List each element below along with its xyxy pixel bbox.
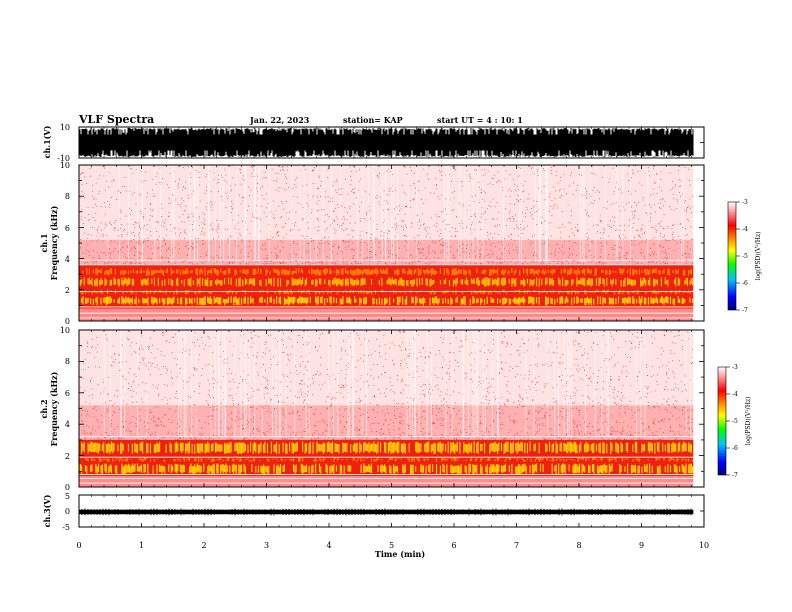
ch1-spectrogram-streaks (107, 165, 684, 262)
ch2-spectrogram-panel: 0 2 4 6 8 10 ch.2 Frequency (kHz) -3 -4 … (39, 326, 752, 492)
time-tick-label: 6 (451, 541, 456, 550)
ch2-channel-label: ch.2 (39, 399, 49, 418)
ch1-cbar-tick-m6: -6 (742, 280, 748, 287)
time-tick-label: 4 (326, 541, 331, 550)
ch1-spectrogram-image (78, 164, 704, 321)
ch1-ytick-top: 10 (60, 123, 70, 132)
ch2-spectrogram-streaks (103, 330, 691, 437)
ch3-waveform-ylabel: ch.3(V) (42, 494, 52, 527)
ch3-ytick-0: 0 (65, 507, 70, 516)
ch1-cbar-tick-m5: -5 (742, 253, 748, 260)
ch3-waveform-trace (78, 508, 694, 516)
ch2-cbar-tick-m4: -4 (732, 391, 738, 398)
ch1-ytick-bottom: -10 (57, 154, 70, 163)
ch3-waveform-band (79, 509, 694, 515)
ch1-ytick-4: 4 (65, 255, 70, 264)
ch1-frequency-ylabel: Frequency (kHz) (49, 205, 59, 280)
ch1-channel-label: ch.1 (39, 233, 49, 252)
ch1-colorbar-label: log(PSD)(V²/Hz) (755, 232, 762, 281)
ch1-waveform-trace (78, 128, 694, 157)
ch2-cbar-tick-m3: -3 (732, 364, 738, 371)
time-tick-label: 8 (576, 541, 581, 550)
ch1-colorbar (727, 201, 737, 311)
time-tick-label: 0 (76, 541, 81, 550)
ch3-waveform-panel: 5 0 -5 ch.3(V) (42, 492, 705, 532)
start-time-label: start UT = 4 : 10: 1 (437, 115, 523, 125)
ch2-spectrogram-blank (693, 330, 704, 487)
ch1-ytick-2: 2 (65, 286, 70, 295)
ch1-ytick-6: 6 (65, 224, 70, 233)
ch3-waveform-ticks (78, 494, 705, 528)
ch2-cbar-tick-m5: -5 (732, 418, 738, 425)
ch1-cbar-tick-m4: -4 (742, 226, 748, 233)
time-tick-label: 5 (389, 541, 394, 550)
date-label: Jan. 22, 2023 (249, 115, 310, 125)
ch1-waveform-panel: 10 -10 ch.1(V) (42, 123, 705, 163)
time-tick-label: 10 (699, 541, 709, 550)
ch3-ytick-m5: -5 (62, 523, 70, 532)
ch1-spectrogram-panel: 0 2 4 6 8 10 ch.1 Frequency (kHz) -3 -4 … (39, 161, 762, 326)
ch1-cbar-tick-m7: -7 (742, 307, 748, 314)
time-tick-label: 2 (201, 541, 206, 550)
ch2-ytick-4: 4 (65, 420, 70, 429)
time-axis-tick-labels: 0 1 2 3 4 5 6 7 8 9 10 (76, 541, 709, 550)
ch2-cbar-tick-m6: -6 (732, 445, 738, 452)
ch2-ytick-10: 10 (60, 326, 70, 335)
ch2-ytick-2: 2 (65, 452, 70, 461)
time-tick-label: 3 (264, 541, 269, 550)
time-tick-label: 1 (139, 541, 144, 550)
ch2-spectrogram-ytick-labels: 0 2 4 6 8 10 (60, 326, 70, 492)
ch2-colorbar-ticks (726, 366, 730, 476)
ch2-ytick-0: 0 (65, 483, 70, 492)
ch1-spectrogram-blank (693, 165, 704, 321)
ch2-spectrogram-ticks (78, 329, 705, 488)
ch2-colorbar (717, 366, 727, 476)
time-tick-label: 9 (639, 541, 644, 550)
ch1-spectrogram-ticks (78, 164, 705, 322)
ch1-ytick-8: 8 (65, 192, 70, 201)
ch2-cbar-tick-m7: -7 (732, 472, 738, 479)
ch1-colorbar-ticks (736, 201, 740, 311)
ch3-ytick-5: 5 (65, 492, 70, 501)
ch1-waveform-ylabel: ch.1(V) (42, 125, 52, 158)
ch2-ytick-6: 6 (65, 389, 70, 398)
ch2-spectrogram-diffuse (79, 405, 694, 440)
ch2-frequency-ylabel: Frequency (kHz) (49, 371, 59, 446)
station-label: station= KAP (343, 115, 403, 125)
ch1-ytick-0: 0 (65, 317, 70, 326)
ch1-waveform-ticks (78, 126, 705, 159)
ch1-ytick-10: 10 (60, 161, 70, 170)
ch2-ytick-8: 8 (65, 357, 70, 366)
ch2-spectrogram-low (79, 476, 694, 487)
ch1-spectrogram-low (79, 308, 694, 321)
figure-title: VLF Spectra (78, 113, 154, 126)
time-tick-label: 7 (514, 541, 519, 550)
ch1-spectrogram-ytick-labels: 0 2 4 6 8 10 (60, 161, 70, 326)
ch2-spectrogram-subband-0 (79, 463, 694, 475)
ch1-spectrogram-subband-3 (82, 268, 692, 276)
ch1-waveform-path (78, 128, 694, 157)
time-axis-label: Time (min) (375, 549, 425, 559)
ch2-spectrogram-image (78, 329, 704, 487)
ch1-cbar-tick-m3: -3 (742, 199, 748, 206)
ch2-colorbar-label: log(PSD)(V²/Hz) (745, 397, 752, 446)
